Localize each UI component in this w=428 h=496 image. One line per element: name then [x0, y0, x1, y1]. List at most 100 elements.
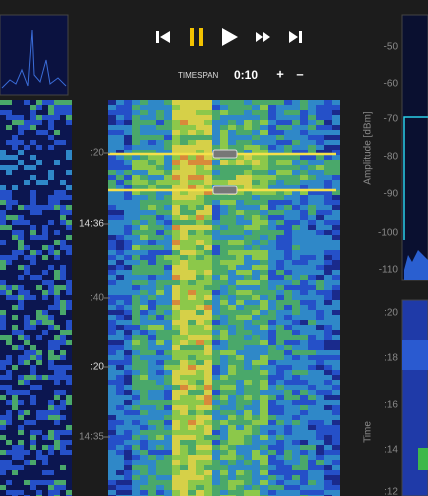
waterfall-cell: [292, 185, 300, 190]
waterfall-cell: [220, 135, 228, 140]
left-waterfall-cell: [54, 270, 60, 275]
left-waterfall-cell: [18, 425, 24, 430]
selection-handle[interactable]: [212, 185, 238, 195]
left-waterfall-cell: [18, 420, 24, 425]
waterfall-cell: [156, 160, 164, 165]
waterfall-cell: [148, 330, 156, 335]
waterfall-cell: [316, 405, 324, 410]
left-waterfall-cell: [24, 340, 30, 345]
left-waterfall-cell: [42, 465, 48, 470]
left-waterfall-cell: [66, 270, 72, 275]
waterfall-cell: [260, 310, 268, 315]
waterfall-cell: [132, 330, 140, 335]
waterfall-cell: [148, 140, 156, 145]
left-waterfall-cell: [30, 235, 36, 240]
left-waterfall-cell: [48, 475, 54, 480]
waterfall-cell: [180, 215, 188, 220]
waterfall-cell: [164, 230, 172, 235]
waterfall-cell: [316, 425, 324, 430]
waterfall-cell: [276, 410, 284, 415]
left-waterfall-cell: [18, 245, 24, 250]
left-waterfall-cell: [36, 335, 42, 340]
left-waterfall-cell: [42, 335, 48, 340]
waterfall-cell: [260, 145, 268, 150]
waterfall-cell: [164, 300, 172, 305]
waterfall-cell: [204, 435, 212, 440]
skip-end-button[interactable]: [289, 31, 302, 43]
waterfall-cell: [164, 280, 172, 285]
playback-controls[interactable]: [156, 28, 302, 46]
waterfall-cell: [220, 235, 228, 240]
waterfall-cell: [188, 200, 196, 205]
left-waterfall-cell: [30, 145, 36, 150]
left-waterfall-cell: [30, 480, 36, 485]
waterfall-cell: [172, 230, 180, 235]
waterfall-cell: [132, 220, 140, 225]
waterfall-cell: [204, 155, 212, 160]
left-waterfall-cell: [6, 490, 12, 495]
waterfall-cell: [228, 390, 236, 395]
left-waterfall-cell: [0, 340, 6, 345]
waterfall-cell: [292, 205, 300, 210]
waterfall-cell: [228, 355, 236, 360]
decrease-button[interactable]: –: [296, 66, 303, 81]
waterfall-cell: [188, 440, 196, 445]
left-waterfall-cell: [60, 300, 66, 305]
left-waterfall-cell: [12, 395, 18, 400]
left-waterfall-cell: [54, 205, 60, 210]
fast-forward-button[interactable]: [256, 32, 270, 42]
waterfall-cell: [244, 215, 252, 220]
amplitude-tick-label: -80: [384, 152, 399, 163]
left-waterfall-cell: [18, 445, 24, 450]
waterfall-cell: [172, 100, 180, 105]
waterfall-cell: [124, 200, 132, 205]
waterfall-cell: [236, 295, 244, 300]
waterfall-cell: [204, 465, 212, 470]
waterfall-cell: [172, 370, 180, 375]
waterfall-cell: [276, 230, 284, 235]
skip-back-button[interactable]: [156, 31, 170, 43]
left-waterfall-cell: [24, 105, 30, 110]
left-waterfall-cell: [66, 165, 72, 170]
waterfall-cell: [228, 405, 236, 410]
left-waterfall-cell: [36, 120, 42, 125]
waterfall-cell: [156, 135, 164, 140]
pause-button[interactable]: [190, 28, 203, 46]
waterfall-cell: [148, 430, 156, 435]
waterfall-cell: [252, 425, 260, 430]
left-waterfall-cell: [6, 480, 12, 485]
left-waterfall-cell: [54, 390, 60, 395]
waterfall-cell: [164, 315, 172, 320]
waterfall-cell: [324, 450, 332, 455]
selection-handle[interactable]: [212, 149, 238, 159]
left-waterfall-cell: [54, 140, 60, 145]
waterfall-cell: [236, 205, 244, 210]
increase-button[interactable]: +: [276, 66, 284, 81]
waterfall-cell: [292, 440, 300, 445]
waterfall-cell: [332, 410, 340, 415]
waterfall-cell: [172, 225, 180, 230]
waterfall-cell: [260, 470, 268, 475]
left-waterfall-cell: [24, 145, 30, 150]
left-waterfall-cell: [48, 180, 54, 185]
waterfall-cell: [236, 320, 244, 325]
waterfall-cell: [324, 465, 332, 470]
play-button[interactable]: [222, 28, 238, 46]
left-waterfall-cell: [66, 370, 72, 375]
waterfall-cell: [212, 305, 220, 310]
left-waterfall-cell: [66, 215, 72, 220]
waterfall-cell: [108, 250, 116, 255]
waterfall-cell: [156, 450, 164, 455]
left-waterfall-cell: [54, 385, 60, 390]
waterfall-cell: [124, 260, 132, 265]
waterfall-cell: [244, 195, 252, 200]
waterfall-cell: [292, 420, 300, 425]
waterfall-cell: [140, 395, 148, 400]
waterfall-cell: [172, 200, 180, 205]
left-waterfall-cell: [60, 245, 66, 250]
left-waterfall-cell: [6, 105, 12, 110]
waterfall-cell: [284, 430, 292, 435]
left-waterfall-cell: [18, 195, 24, 200]
waterfall-cell: [132, 225, 140, 230]
left-waterfall-cell: [0, 350, 6, 355]
